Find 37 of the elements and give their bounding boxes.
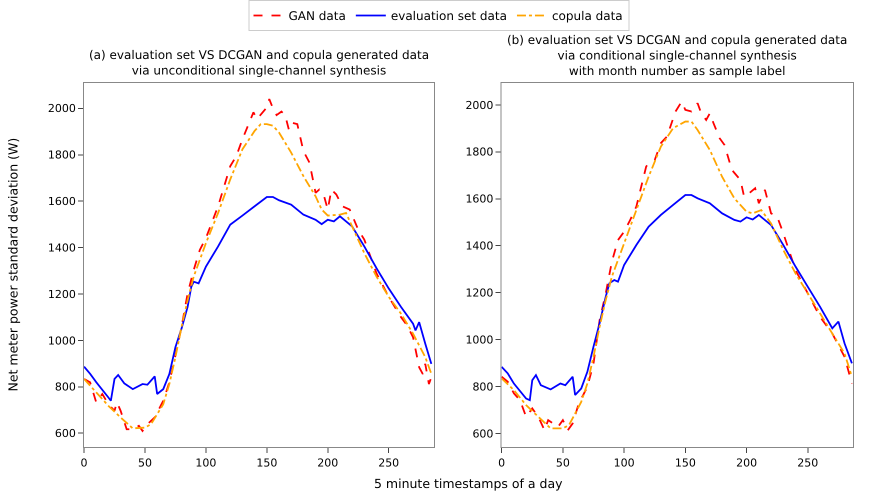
x-tick-label: 200 bbox=[317, 456, 338, 470]
legend-label: copula data bbox=[552, 9, 623, 24]
y-tick-label: 2000 bbox=[48, 102, 76, 116]
x-tick-label: 50 bbox=[138, 456, 152, 470]
y-tick-label: 600 bbox=[472, 427, 494, 440]
x-tick-label: 200 bbox=[736, 456, 758, 470]
x-tick-label: 0 bbox=[80, 456, 88, 470]
y-tick-label: 2000 bbox=[465, 98, 494, 112]
y-tick-label: 600 bbox=[54, 427, 76, 440]
y-tick-label: 1400 bbox=[48, 241, 76, 254]
x-tick-label: 50 bbox=[556, 456, 570, 470]
y-tick-label: 1800 bbox=[48, 148, 76, 162]
y-tick-label: 1000 bbox=[48, 334, 76, 348]
line-series bbox=[502, 194, 853, 402]
x-tick-label: 150 bbox=[674, 456, 696, 470]
y-tick-label: 800 bbox=[54, 380, 76, 394]
legend-label: evaluation set data bbox=[390, 9, 507, 24]
chart-title: (a) evaluation set VS DCGAN and copula generated data via unconditional single-channel synthesis bbox=[89, 48, 430, 78]
y-tick-label: 1200 bbox=[465, 286, 494, 300]
y-tick-label: 1600 bbox=[48, 195, 76, 208]
chart-title: (b) evaluation set VS DCGAN and copula generated data via conditional single-channel synthesis with month number as sample label bbox=[507, 33, 848, 78]
y-tick-label: 1800 bbox=[465, 146, 494, 159]
y-tick-label: 800 bbox=[472, 380, 494, 394]
x-tick-label: 100 bbox=[614, 456, 635, 470]
x-tick-label: 250 bbox=[378, 456, 400, 470]
y-tick-label: 1200 bbox=[48, 288, 76, 301]
y-tick-label: 1000 bbox=[465, 333, 494, 346]
x-tick-label: 100 bbox=[195, 456, 216, 470]
x-axis-title: 5 minute timestamps of a day bbox=[374, 476, 564, 491]
y-tick-label: 1400 bbox=[465, 240, 494, 253]
y-tick-label: 1600 bbox=[465, 192, 494, 206]
line-series bbox=[84, 196, 432, 402]
x-tick-label: 150 bbox=[256, 456, 278, 470]
x-tick-label: 250 bbox=[797, 456, 818, 470]
x-tick-label: 0 bbox=[498, 456, 506, 470]
y-axis-title: Net meter power standard deviation (W) bbox=[6, 138, 21, 392]
legend-label: GAN data bbox=[288, 9, 346, 24]
